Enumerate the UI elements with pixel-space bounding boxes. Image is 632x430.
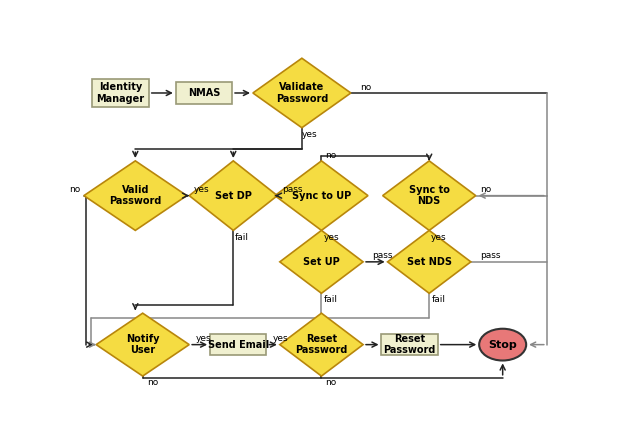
- Text: no: no: [70, 185, 81, 194]
- Polygon shape: [275, 161, 368, 230]
- Circle shape: [479, 329, 526, 360]
- Text: no: no: [360, 83, 371, 92]
- FancyBboxPatch shape: [92, 79, 149, 107]
- Text: Identity
Manager: Identity Manager: [97, 82, 145, 104]
- Polygon shape: [84, 161, 187, 230]
- Text: no: no: [480, 185, 491, 194]
- Polygon shape: [280, 230, 363, 293]
- Text: yes: yes: [196, 334, 212, 343]
- Text: no: no: [325, 378, 337, 387]
- Text: fail: fail: [324, 295, 338, 304]
- Polygon shape: [280, 313, 363, 376]
- Text: no: no: [147, 378, 158, 387]
- Text: Notify
User: Notify User: [126, 334, 159, 356]
- Polygon shape: [189, 161, 277, 230]
- Text: Sync to UP: Sync to UP: [292, 190, 351, 201]
- Text: Reset
Password: Reset Password: [384, 334, 436, 356]
- Text: pass: pass: [480, 252, 501, 261]
- Text: no: no: [325, 151, 337, 160]
- Text: Set UP: Set UP: [303, 257, 340, 267]
- Polygon shape: [253, 58, 351, 128]
- Text: Valid
Password: Valid Password: [109, 185, 162, 206]
- Text: yes: yes: [193, 185, 209, 194]
- Text: Set NDS: Set NDS: [407, 257, 452, 267]
- Polygon shape: [383, 161, 476, 230]
- Text: Set DP: Set DP: [215, 190, 252, 201]
- Text: pass: pass: [372, 252, 393, 261]
- Text: NMAS: NMAS: [188, 88, 220, 98]
- Text: yes: yes: [273, 334, 289, 343]
- FancyBboxPatch shape: [176, 82, 232, 104]
- FancyBboxPatch shape: [210, 334, 266, 355]
- Text: Send Email: Send Email: [207, 340, 269, 350]
- Polygon shape: [387, 230, 471, 293]
- Text: Sync to
NDS: Sync to NDS: [409, 185, 449, 206]
- Text: fail: fail: [432, 295, 446, 304]
- Text: yes: yes: [324, 233, 339, 242]
- Text: Reset
Password: Reset Password: [295, 334, 348, 356]
- Text: pass: pass: [282, 185, 302, 194]
- Text: fail: fail: [235, 233, 249, 242]
- Polygon shape: [96, 313, 189, 376]
- Text: Validate
Password: Validate Password: [276, 82, 328, 104]
- Text: Stop: Stop: [489, 340, 517, 350]
- Text: yes: yes: [301, 130, 317, 139]
- Text: yes: yes: [431, 233, 447, 242]
- FancyBboxPatch shape: [382, 334, 438, 355]
